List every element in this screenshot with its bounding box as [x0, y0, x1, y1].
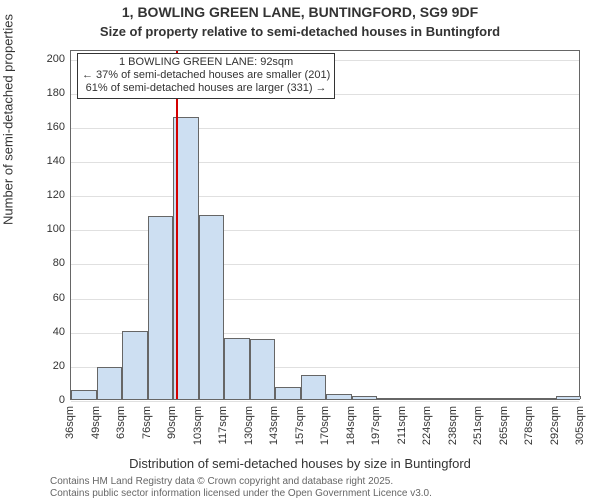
histogram-bar [71, 390, 97, 399]
histogram-bar [224, 338, 250, 399]
y-tick-label: 120 [35, 189, 65, 201]
y-tick-label: 80 [35, 257, 65, 269]
histogram-bar [250, 339, 276, 399]
chart-subtitle: Size of property relative to semi-detach… [0, 24, 600, 39]
reference-line [176, 51, 178, 399]
histogram-bar [403, 398, 429, 399]
plot-area: 1 BOWLING GREEN LANE: 92sqm← 37% of semi… [70, 50, 580, 400]
y-tick-label: 160 [35, 121, 65, 133]
annotation-box: 1 BOWLING GREEN LANE: 92sqm← 37% of semi… [77, 53, 335, 99]
y-tick-label: 180 [35, 87, 65, 99]
histogram-bar [326, 394, 352, 399]
annotation-line: ← 37% of semi-detached houses are smalle… [82, 69, 330, 82]
y-axis-label: Number of semi-detached properties [1, 14, 16, 225]
histogram-bar [479, 398, 505, 399]
histogram-bar [97, 367, 123, 399]
histogram-bar [301, 375, 327, 399]
y-tick-label: 100 [35, 223, 65, 235]
histogram-bar [148, 216, 174, 399]
annotation-line: 1 BOWLING GREEN LANE: 92sqm [82, 56, 330, 69]
gridline [71, 196, 579, 197]
x-axis-label: Distribution of semi-detached houses by … [0, 456, 600, 471]
y-tick-label: 40 [35, 326, 65, 338]
y-tick-label: 200 [35, 53, 65, 65]
histogram-bar [122, 331, 148, 399]
annotation-line: 61% of semi-detached houses are larger (… [82, 82, 330, 95]
y-tick-label: 140 [35, 155, 65, 167]
y-tick-label: 0 [35, 394, 65, 406]
chart-container: 1, BOWLING GREEN LANE, BUNTINGFORD, SG9 … [0, 0, 600, 500]
histogram-bar [530, 398, 556, 399]
histogram-bar [199, 215, 225, 399]
chart-title: 1, BOWLING GREEN LANE, BUNTINGFORD, SG9 … [0, 4, 600, 20]
gridline [71, 401, 579, 402]
histogram-bar [505, 398, 531, 399]
y-tick-label: 20 [35, 360, 65, 372]
histogram-bar [377, 398, 403, 399]
gridline [71, 162, 579, 163]
histogram-bar [454, 398, 480, 399]
gridline [71, 128, 579, 129]
footer-attribution-1: Contains HM Land Registry data © Crown c… [50, 476, 393, 487]
histogram-bar [352, 396, 378, 399]
histogram-bar [556, 396, 582, 399]
histogram-bar [428, 398, 454, 399]
histogram-bar [275, 387, 301, 399]
footer-attribution-2: Contains public sector information licen… [50, 488, 432, 499]
y-tick-label: 60 [35, 292, 65, 304]
